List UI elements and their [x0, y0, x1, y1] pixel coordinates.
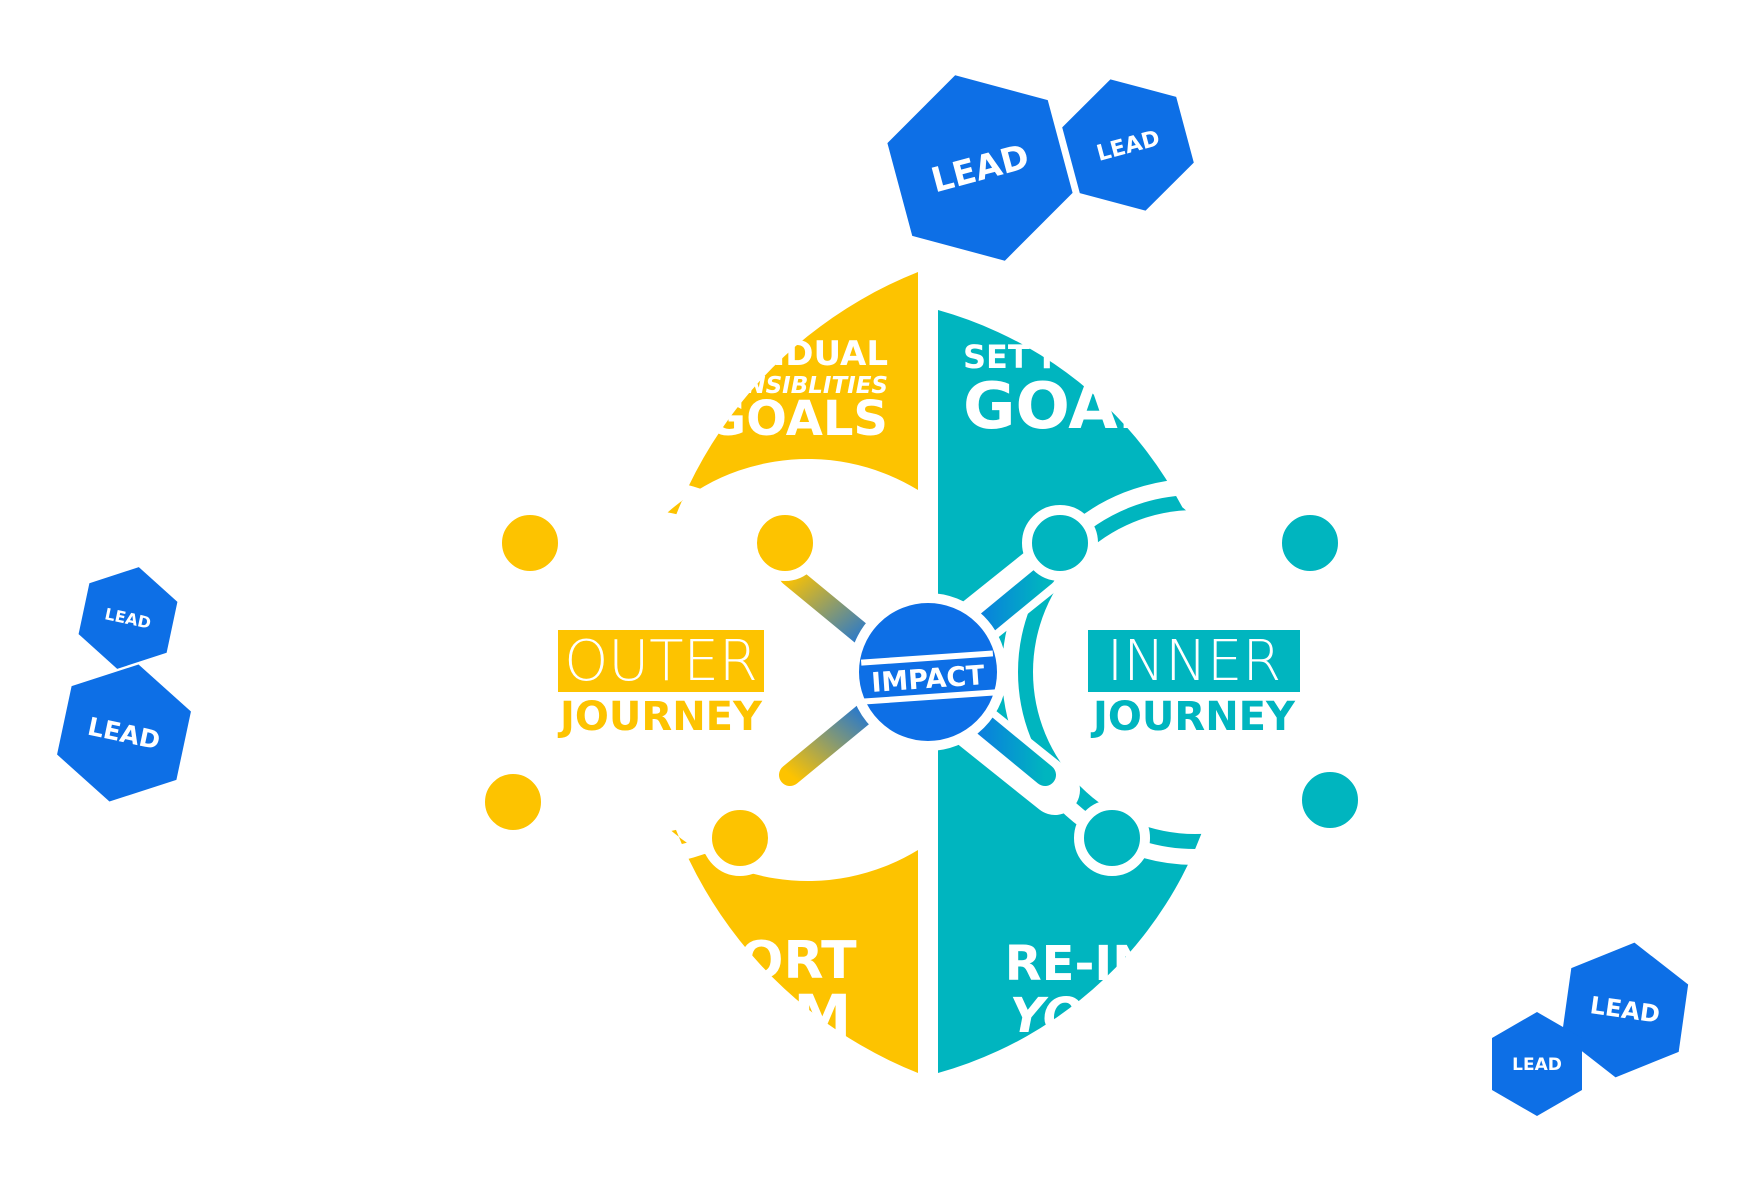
lead-badge: LEAD: [887, 75, 1073, 261]
lead-badges: LEAD LEAD LEAD LEAD LEAD LEAD: [57, 75, 1689, 1116]
lead-badge: LEAD: [78, 567, 178, 669]
individual-line1: INDIVIDUAL: [664, 334, 888, 374]
support-line2: SYSTEM: [589, 982, 851, 1050]
challenging-line3: ENVIRONMENT: [293, 502, 501, 531]
set-goals-line1: SET PERSONAL: [963, 338, 1233, 376]
lead-badge: LEAD: [1492, 1012, 1582, 1116]
outer-label-line1: OUTER: [564, 629, 758, 694]
lead-badge: LEAD: [57, 664, 191, 802]
set-goals-line2: GOALS: [963, 370, 1205, 444]
reinvent-line2: YOURSELF: [1010, 988, 1291, 1044]
segment-individual: INDIVIDUAL RESPONSIBLITIES & GOALS: [648, 334, 888, 447]
individual-line2: RESPONSIBLITIES: [660, 373, 888, 399]
outer-ring-dividers: [170, 235, 593, 1076]
outer-node: [747, 505, 823, 581]
reflect-line2: ON YOUR: [1405, 478, 1560, 513]
outer-node: [475, 764, 551, 840]
inner-nodes: [1022, 505, 1368, 876]
segment-reflect: REFLECT ON YOUR EXPERIENCE: [1365, 442, 1563, 536]
impact-center: IMPACT: [849, 593, 1007, 751]
individual-line3: & GOALS: [648, 391, 888, 447]
segment-reinvent: RE-INVENT YOURSELF: [1005, 936, 1296, 1044]
inner-label-line1: INNER: [1107, 629, 1282, 694]
outer-ring-shape: [596, 272, 918, 1073]
reinvent-line1: RE-INVENT: [1005, 936, 1296, 992]
inner-label-box: [1088, 630, 1300, 692]
interaction-line3: STAKEHOLDERS: [256, 846, 443, 870]
segment-support: SUPPORT SYSTEM: [583, 931, 857, 1050]
inner-node: [1292, 762, 1368, 838]
svg-text:LEAD: LEAD: [1512, 1055, 1562, 1075]
inner-node: [1022, 505, 1098, 581]
reflect-line3: EXPERIENCE: [1386, 507, 1560, 536]
reflect-line1: REFLECT: [1365, 442, 1563, 488]
inner-ring-dividers: [1222, 233, 1660, 1076]
interaction-line1: INTERACTION WITH: [256, 789, 475, 813]
challenging-line1: CHALLENGING: [293, 429, 493, 458]
segment-challenging: CHALLENGING ROLE & ENVIRONMENT: [293, 429, 501, 531]
understand-line1: UNDERSTAND: [1393, 788, 1570, 814]
inner-journey-label: INNER JOURNEY: [1088, 629, 1300, 740]
understand-line2: YOUR: [1418, 807, 1570, 870]
segment-set-goals: SET PERSONAL GOALS: [963, 338, 1233, 444]
outer-journey-label: OUTER JOURNEY: [557, 629, 764, 740]
outer-journey-ring: [170, 235, 918, 1076]
support-line1: SUPPORT: [583, 931, 857, 991]
inner-label-line2: JOURNEY: [1090, 694, 1296, 740]
outer-node: [702, 800, 778, 876]
challenging-line2: ROLE &: [293, 452, 501, 510]
outer-label-box: [558, 630, 764, 692]
understand-line3: PERSONAL: [1408, 858, 1570, 889]
segment-interaction: INTERACTION WITH MULTIPLE STAKEHOLDERS: [256, 789, 475, 870]
lead-badge: LEAD: [1062, 79, 1194, 211]
inner-node: [1074, 800, 1150, 876]
outer-node: [492, 505, 568, 581]
inner-node: [1272, 505, 1348, 581]
segment-understand: UNDERSTAND YOUR PERSONAL VALUES: [1393, 788, 1570, 930]
understand-line4: VALUES: [1398, 884, 1570, 930]
interaction-line2: MULTIPLE: [256, 811, 450, 852]
outer-nodes: [475, 505, 823, 876]
outer-label-line2: JOURNEY: [557, 694, 763, 740]
lead-badge: LEAD: [1561, 942, 1689, 1078]
